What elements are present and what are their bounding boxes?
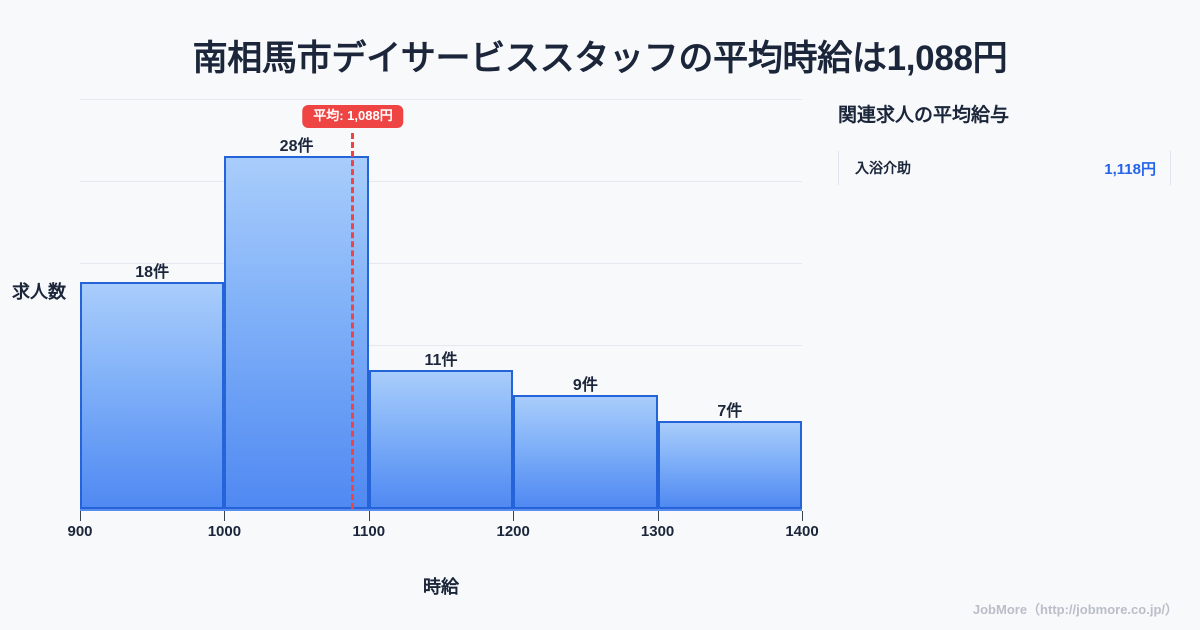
histogram-bar (513, 395, 658, 509)
x-axis-tick-label: 1300 (640, 523, 675, 540)
related-job-salary: 1,118円 (1104, 160, 1156, 178)
plot-area (80, 99, 802, 509)
bar-value-label: 11件 (424, 352, 458, 370)
bar-value-label: 18件 (135, 263, 170, 281)
gridline (80, 263, 802, 264)
bar-value-label: 9件 (572, 377, 598, 395)
average-marker-line (351, 133, 355, 509)
bar-value-label: 7件 (717, 402, 743, 420)
x-axis-tick-label: 1000 (207, 523, 242, 540)
histogram-bar (657, 420, 802, 509)
x-axis-tick (802, 511, 803, 521)
histogram-bar (80, 281, 225, 509)
average-marker-badge: 平均: 1,088円 (302, 105, 404, 129)
related-jobs-title: 関連求人の平均給与 (838, 105, 1010, 126)
histogram-bar (224, 155, 369, 509)
x-axis-tick (368, 511, 370, 521)
histogram-bar (368, 370, 514, 509)
bar-value-label: 28件 (279, 137, 314, 155)
x-axis-baseline (80, 509, 802, 511)
x-axis-title: 時給 (423, 577, 459, 597)
x-axis-tick-label: 1400 (785, 523, 819, 540)
related-jobs-panel: 関連求人の平均給与 入浴介助 1,118円 (838, 100, 1178, 185)
footer-credit: JobMore（http://jobmore.co.jp/） (972, 602, 1178, 617)
y-axis-title: 求人数 (12, 282, 66, 302)
gridline (80, 99, 802, 100)
page-title: 南相馬市デイサービススタッフの平均時給は1,088円 (192, 39, 1008, 78)
gridline (80, 181, 802, 182)
related-job-name: 入浴介助 (855, 160, 911, 176)
x-axis-tick (513, 511, 515, 521)
x-axis-tick-label: 1200 (496, 523, 530, 540)
x-axis-tick (224, 511, 226, 521)
x-axis-tick (80, 511, 81, 521)
x-axis-tick (657, 511, 659, 521)
related-job-row[interactable]: 入浴介助 1,118円 (838, 151, 1171, 185)
x-axis-tick-label: 1100 (352, 523, 386, 540)
x-axis-tick-label: 900 (67, 523, 93, 540)
gridline (80, 345, 802, 346)
related-jobs-list: 入浴介助 1,118円 (838, 151, 1178, 185)
